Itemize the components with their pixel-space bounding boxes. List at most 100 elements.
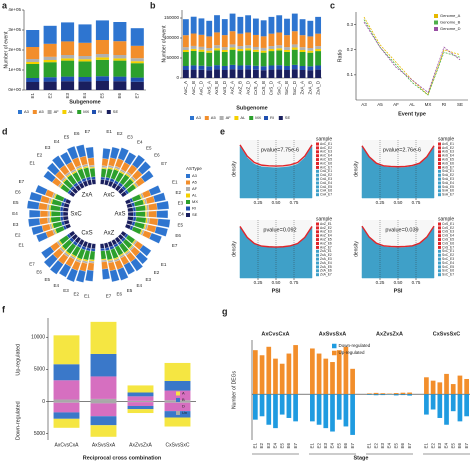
bar-segment — [279, 394, 285, 415]
legend-label: SxA_E2 — [442, 173, 454, 177]
x-tick-label: E7 — [464, 443, 469, 449]
bar-segment — [214, 32, 220, 46]
x-tick-label: E6 — [343, 443, 348, 449]
radial-bar-segment — [148, 185, 162, 196]
legend-swatch — [438, 150, 441, 154]
x-tick-label: 0.25 — [254, 280, 263, 285]
radial-bar-segment — [109, 146, 120, 160]
legend-title: ASType — [186, 166, 202, 171]
bar-segment — [95, 81, 109, 90]
bar-segment — [307, 66, 314, 71]
x-tick-label: AxSvsSxA — [92, 442, 116, 448]
group-label: AxS — [114, 212, 125, 218]
legend-label: A — [182, 391, 185, 396]
bar-segment — [78, 61, 92, 77]
bar-label: E7 — [29, 261, 35, 266]
x-tick-label: SE — [457, 102, 463, 107]
bar-segment — [284, 47, 290, 50]
legend-swatch — [438, 261, 441, 265]
bar-segment — [323, 394, 329, 429]
legend-swatch — [316, 222, 319, 226]
legend-label: ZxA_E7 — [320, 273, 332, 277]
y-axis-title: Number of event — [3, 31, 9, 69]
bar-segment — [164, 417, 191, 427]
legend-swatch — [438, 230, 441, 234]
annotation: pvalue=7.75e-6 — [261, 147, 299, 153]
bar-segment — [276, 65, 283, 70]
x-tick-label: AxS_B — [214, 81, 219, 95]
bar-segment — [291, 49, 298, 65]
bar-segment — [78, 77, 92, 82]
bar-segment — [206, 70, 213, 78]
legend-swatch — [438, 253, 441, 257]
legend-swatch — [438, 162, 441, 165]
legend-swatch — [62, 110, 67, 114]
legend-swatch — [438, 173, 441, 177]
legend-swatch — [190, 116, 194, 120]
legend-swatch — [316, 269, 319, 273]
legend-swatch — [234, 116, 239, 120]
legend-label: CxS_E1 — [442, 222, 454, 226]
x-tick-label: E7 — [350, 443, 355, 449]
bar-label: E3 — [13, 222, 19, 227]
x-tick-label: E3 — [65, 93, 70, 99]
bar-segment — [245, 65, 252, 70]
y-axis-title: density — [231, 241, 237, 257]
bar-label: E2 — [154, 270, 160, 275]
radial-bar-segment — [146, 224, 157, 233]
legend-swatch — [249, 116, 254, 120]
y-tick-label: 5000 — [34, 431, 45, 437]
radial-bar-segment — [91, 243, 96, 250]
bar-segment — [182, 19, 189, 36]
bar-label: E7 — [161, 161, 167, 166]
line-series — [363, 21, 461, 94]
legend-label: AxZ_E4 — [320, 234, 332, 238]
bar-segment — [113, 60, 127, 77]
x-tick-label: RI — [442, 102, 447, 107]
y-tick-label: 3e+05 — [8, 27, 21, 32]
bar-segment — [299, 66, 306, 70]
bar-segment — [90, 376, 117, 399]
legend-label: MX — [83, 109, 89, 114]
bar-segment — [221, 47, 228, 50]
radial-bar-segment — [135, 211, 146, 217]
bar-segment — [286, 353, 292, 395]
radial-bar-segment — [60, 211, 64, 217]
radial-bar-segment — [101, 261, 109, 270]
bar-segment — [330, 394, 335, 432]
bar-label: E6 — [36, 270, 42, 275]
bar-segment — [424, 394, 429, 415]
bar-segment — [284, 70, 290, 78]
bar-segment — [214, 15, 220, 33]
bar-label: E4 — [137, 139, 143, 144]
bar-label: E3 — [45, 145, 51, 150]
bar-segment — [268, 69, 275, 78]
bar-segment — [276, 32, 283, 46]
radial-bar-segment — [39, 217, 49, 225]
radial-bar-segment — [156, 200, 170, 210]
bar-segment — [237, 49, 244, 52]
legend-swatch — [176, 410, 180, 415]
bar-segment — [95, 54, 109, 58]
bar-segment — [127, 409, 154, 414]
bar-label: E6 — [74, 131, 80, 136]
x-tick-label: AxZ_A — [230, 81, 235, 95]
x-tick-label: 0.75 — [290, 280, 299, 285]
legend-label: AxC_E3 — [320, 150, 332, 154]
radial-bar-segment — [127, 207, 134, 212]
bar-segment — [214, 69, 220, 78]
x-tick-label: 0.50 — [394, 280, 403, 285]
y-tick-label: 1e+05 — [8, 67, 21, 72]
bar-segment — [61, 81, 75, 90]
bar-label: E7 — [172, 243, 178, 248]
bar-segment — [53, 412, 80, 419]
y-axis-title: Number of event — [161, 25, 167, 63]
legend-label: CxS_E6 — [442, 241, 454, 245]
bar-segment — [130, 58, 144, 62]
bar-segment — [53, 399, 80, 402]
bar-segment — [315, 33, 322, 47]
radial-bar-segment — [127, 212, 134, 217]
legend-swatch — [438, 193, 441, 197]
legend-label: MX — [255, 115, 261, 120]
bar-segment — [130, 77, 144, 82]
